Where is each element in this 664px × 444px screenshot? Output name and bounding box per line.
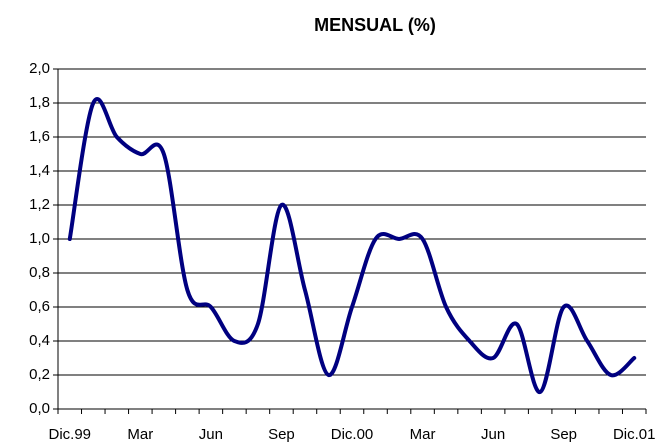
y-tick-label: 1,8 (29, 94, 50, 111)
y-tick-label: 1,0 (29, 230, 50, 247)
y-tick-label: 2,0 (29, 60, 50, 77)
x-tick-label: Mar (410, 426, 436, 443)
y-tick-label: 0,0 (29, 400, 50, 417)
y-tick-label: 1,2 (29, 196, 50, 213)
x-tick-label: Dic.99 (48, 426, 91, 443)
x-tick-label: Jun (481, 426, 505, 443)
y-tick-label: 0,8 (29, 264, 50, 281)
y-tick-label: 0,2 (29, 366, 50, 383)
y-tick-label: 1,4 (29, 162, 50, 179)
x-tick-label: Dic.00 (331, 426, 374, 443)
y-tick-label: 1,6 (29, 128, 50, 145)
x-tick-label: Mar (127, 426, 153, 443)
x-tick-label: Sep (550, 426, 577, 443)
y-tick-label: 0,6 (29, 298, 50, 315)
x-tick-label: Jun (199, 426, 223, 443)
x-tick-label: Dic.01 (613, 426, 656, 443)
y-tick-label: 0,4 (29, 332, 50, 349)
x-tick-label: Sep (268, 426, 295, 443)
line-series (67, 97, 637, 395)
chart-title: MENSUAL (%) (314, 15, 436, 35)
